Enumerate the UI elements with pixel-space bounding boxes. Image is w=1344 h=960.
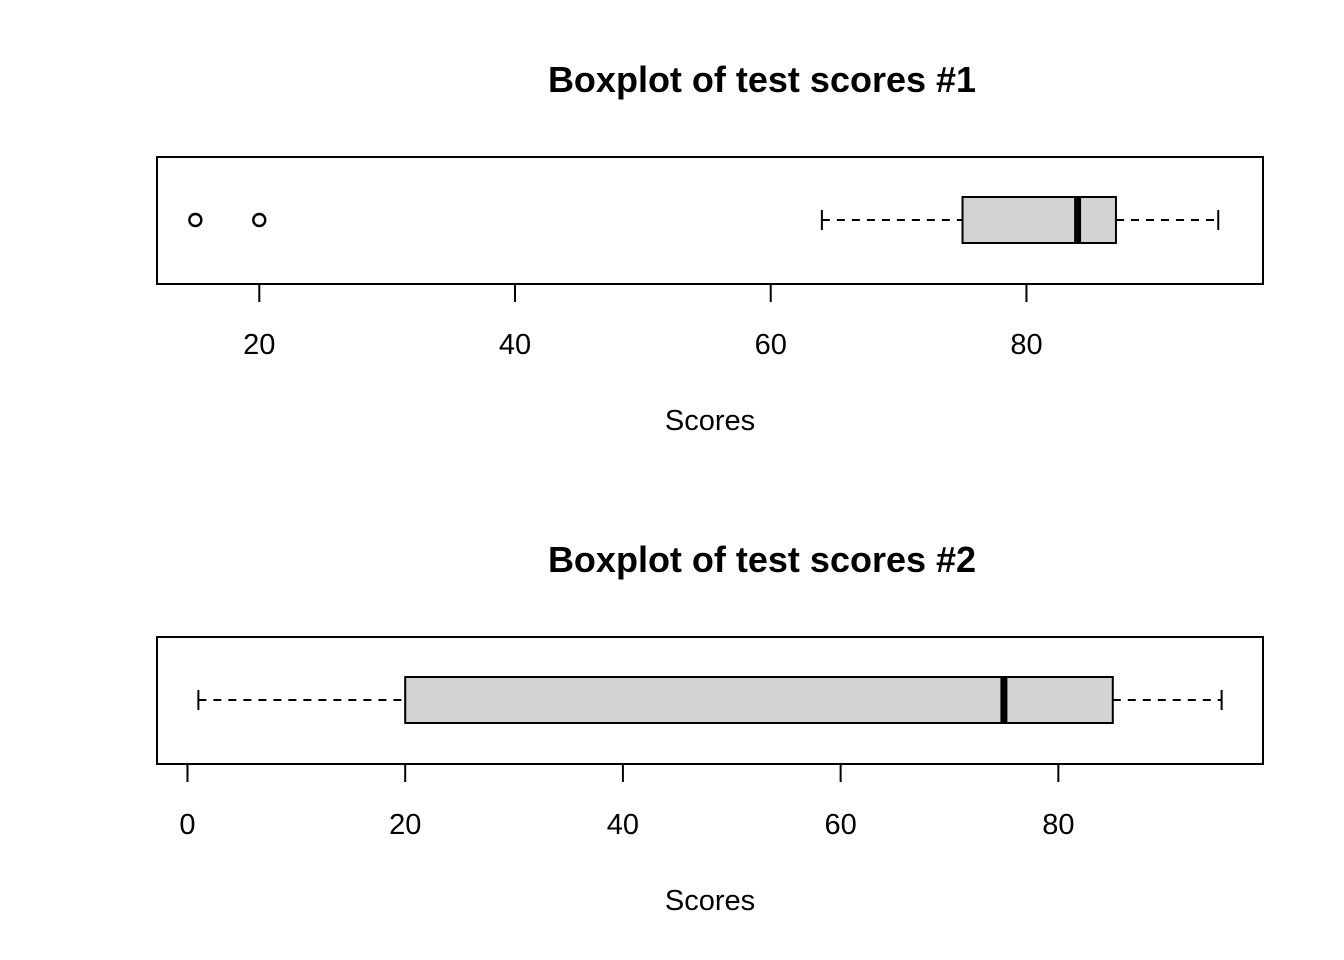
iqr-box bbox=[961, 196, 1117, 244]
chart-title: Boxplot of test scores #2 bbox=[548, 539, 976, 580]
x-tick-label: 60 bbox=[824, 809, 856, 841]
outlier-point bbox=[252, 212, 267, 228]
x-tick-label: 40 bbox=[607, 809, 639, 841]
outlier-point bbox=[188, 212, 203, 228]
boxplot-panel-1: Boxplot of test scores #1 20 40 60 80 Scores bbox=[156, 59, 1264, 437]
x-tick-label: 20 bbox=[243, 329, 275, 361]
chart-title: Boxplot of test scores #1 bbox=[548, 59, 976, 100]
x-tick-label: 60 bbox=[755, 329, 787, 361]
x-tick-label: 20 bbox=[389, 809, 421, 841]
boxplot-panel-2: Boxplot of test scores #2 0 20 40 60 80 Scores bbox=[156, 539, 1264, 917]
x-tick-label: 0 bbox=[179, 809, 195, 841]
x-tick-label: 40 bbox=[499, 329, 531, 361]
iqr-box bbox=[404, 676, 1114, 724]
x-axis-label: Scores bbox=[665, 405, 755, 437]
x-tick-label: 80 bbox=[1010, 329, 1042, 361]
x-axis-label: Scores bbox=[665, 885, 755, 917]
x-tick-label: 80 bbox=[1042, 809, 1074, 841]
